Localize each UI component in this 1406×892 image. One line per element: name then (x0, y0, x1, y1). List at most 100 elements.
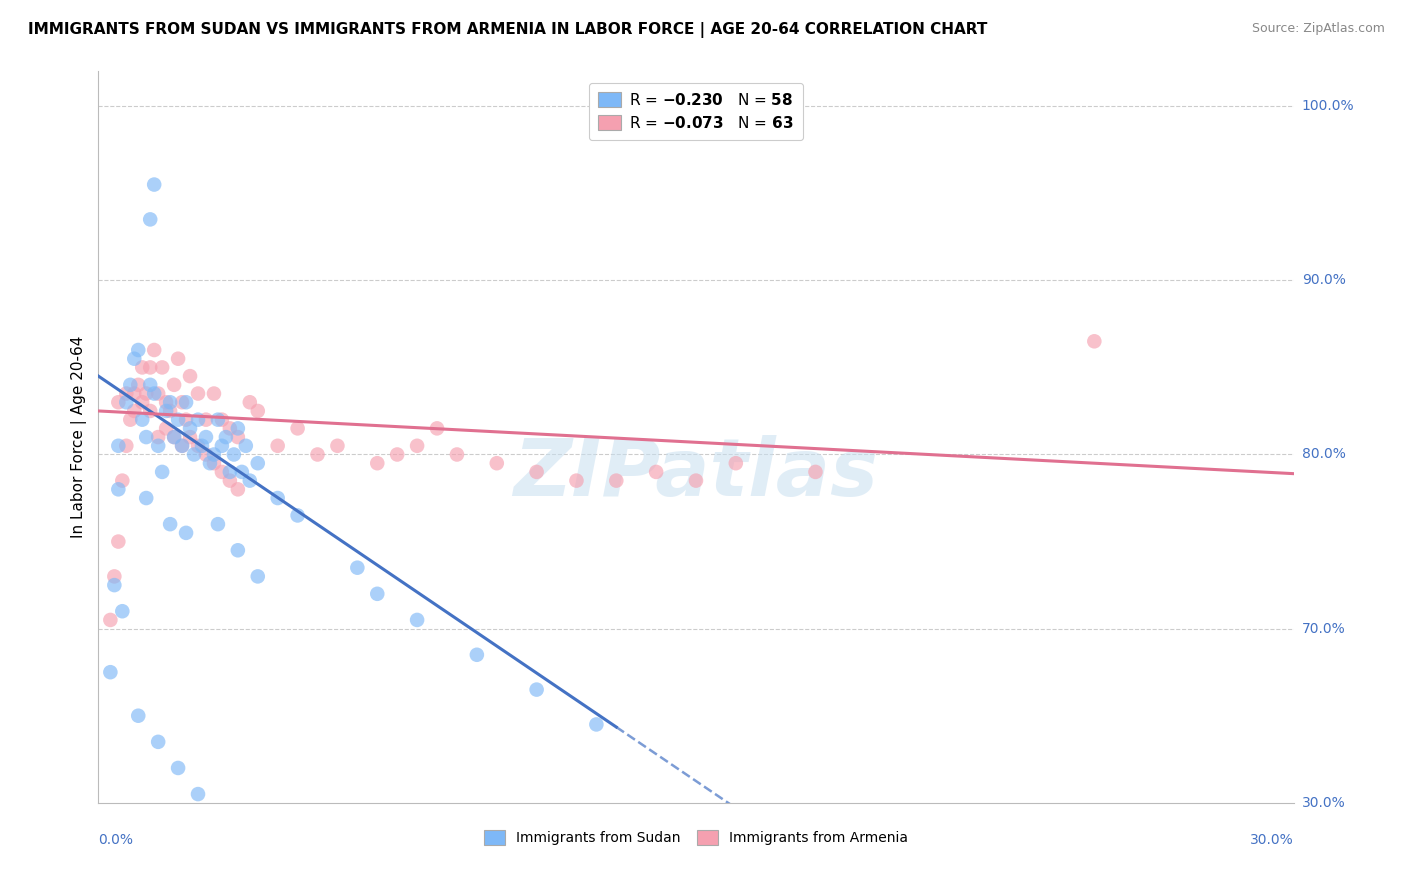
Point (406, 613, 429, 627)
Point (804, 465, 827, 479)
Point (287, 508, 309, 523)
Legend: Immigrants from Sudan, Immigrants from Armenia: Immigrants from Sudan, Immigrants from A… (478, 825, 914, 851)
Text: 0.0%: 0.0% (98, 833, 134, 847)
Point (167, 761, 190, 775)
Point (143, 178, 166, 192)
Point (139, 360, 162, 375)
Point (307, 448, 329, 462)
Point (202, 386, 225, 401)
Y-axis label: In Labor Force | Age 20-64: In Labor Force | Age 20-64 (72, 336, 87, 538)
Point (150, 360, 173, 375)
Point (211, 465, 233, 479)
Point (406, 439, 429, 453)
Point (155, 404, 177, 418)
Text: 30.0%: 30.0% (1250, 833, 1294, 847)
Point (346, 560, 368, 574)
Point (195, 412, 218, 426)
Point (139, 377, 162, 392)
Point (226, 430, 249, 444)
Point (211, 439, 233, 453)
Point (191, 439, 214, 453)
Point (287, 421, 309, 435)
Point (135, 430, 157, 444)
Point (143, 343, 166, 357)
Point (366, 587, 388, 601)
Point (131, 412, 153, 426)
Point (159, 404, 181, 418)
Point (155, 395, 177, 409)
Point (645, 465, 668, 479)
Text: Source: ZipAtlas.com: Source: ZipAtlas.com (1251, 22, 1385, 36)
Point (585, 717, 607, 731)
Text: ZIPatlas: ZIPatlas (513, 434, 879, 513)
Point (127, 708, 149, 723)
Point (159, 517, 181, 532)
Point (172, 439, 194, 453)
Point (202, 456, 225, 470)
Point (267, 491, 290, 505)
Text: 80.0%: 80.0% (1302, 448, 1346, 461)
Point (565, 474, 588, 488)
Point (446, 448, 468, 462)
Point (124, 404, 146, 418)
Point (215, 430, 238, 444)
Point (148, 430, 170, 444)
Point (135, 386, 157, 401)
Point (131, 360, 153, 375)
Point (179, 430, 201, 444)
Point (103, 569, 125, 583)
Point (174, 525, 197, 540)
Point (159, 395, 181, 409)
Point (139, 404, 162, 418)
Point (120, 377, 142, 392)
Point (148, 735, 170, 749)
Point (366, 456, 388, 470)
Point (174, 412, 197, 426)
Point (150, 465, 173, 479)
Point (526, 465, 548, 479)
Point (167, 412, 190, 426)
Point (239, 395, 262, 409)
Point (174, 395, 197, 409)
Point (207, 412, 229, 426)
Point (187, 439, 209, 453)
Text: 100.0%: 100.0% (1302, 99, 1354, 113)
Point (246, 569, 269, 583)
Point (148, 439, 170, 453)
Point (724, 456, 747, 470)
Point (107, 534, 129, 549)
Point (139, 212, 162, 227)
Point (207, 517, 229, 532)
Point (127, 377, 149, 392)
Point (246, 404, 269, 418)
Point (222, 448, 245, 462)
Point (239, 474, 262, 488)
Point (172, 395, 194, 409)
Point (135, 491, 157, 505)
Point (195, 430, 218, 444)
Point (246, 456, 269, 470)
Text: 90.0%: 90.0% (1302, 273, 1346, 287)
Point (131, 395, 153, 409)
Text: IMMIGRANTS FROM SUDAN VS IMMIGRANTS FROM ARMENIA IN LABOR FORCE | AGE 20-64 CORR: IMMIGRANTS FROM SUDAN VS IMMIGRANTS FROM… (28, 22, 987, 38)
Point (155, 421, 177, 435)
Point (187, 787, 209, 801)
Point (98, 665, 122, 680)
Point (115, 386, 138, 401)
Point (143, 386, 166, 401)
Point (465, 648, 488, 662)
Text: 70.0%: 70.0% (1302, 622, 1346, 636)
Point (485, 456, 508, 470)
Point (111, 604, 134, 618)
Point (426, 421, 449, 435)
Point (231, 465, 253, 479)
Point (385, 448, 409, 462)
Point (115, 439, 138, 453)
Point (605, 474, 627, 488)
Point (211, 412, 233, 426)
Point (98, 613, 122, 627)
Point (235, 439, 257, 453)
Point (179, 369, 201, 384)
Point (1083, 334, 1105, 349)
Point (219, 421, 242, 435)
